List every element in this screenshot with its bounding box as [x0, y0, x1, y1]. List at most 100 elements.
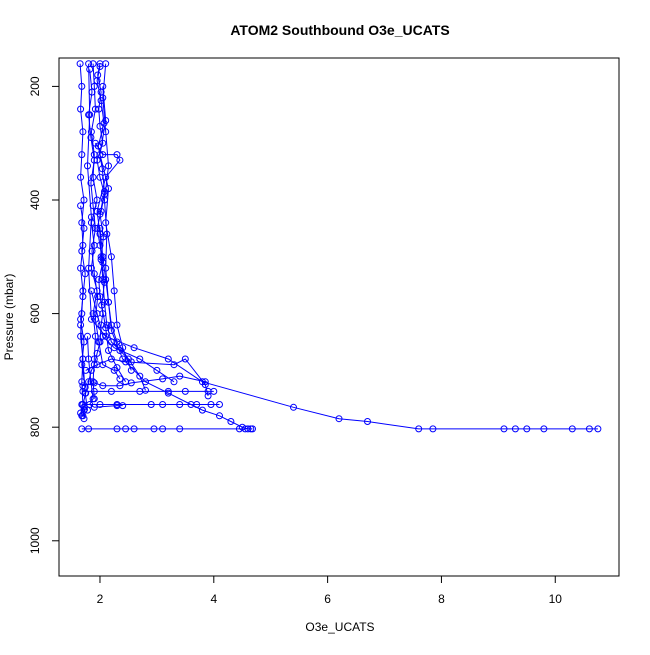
data-point-3-13: [198, 406, 206, 414]
y-tick-label-0: 200: [28, 76, 42, 96]
data-point-4-2: [84, 162, 91, 170]
data-point-13-3: [110, 344, 118, 352]
data-point-16-4: [90, 156, 98, 164]
y-tick-label-1: 400: [28, 190, 42, 210]
y-tick-label-3: 800: [28, 417, 42, 437]
data-point-1-2: [77, 105, 85, 113]
data-point-14-7: [113, 321, 121, 329]
data-point-9-7: [201, 378, 209, 386]
series-line-16: [88, 69, 121, 380]
data-point-11-3: [105, 298, 112, 306]
data-point-1-5: [77, 173, 85, 181]
data-point-9-5: [159, 375, 167, 383]
data-point-6-1: [90, 387, 98, 395]
data-point-17-7: [96, 210, 104, 218]
x-tick-label-2: 6: [324, 592, 331, 606]
data-point-17-6: [101, 188, 108, 195]
data-point-16-15: [116, 375, 124, 383]
x-tick-label-3: 8: [438, 592, 445, 606]
data-point-14-6: [110, 287, 118, 295]
data-point-19-2: [87, 378, 95, 386]
data-point-2-2: [91, 105, 99, 113]
plot-area: [76, 60, 602, 433]
data-point-6-7: [210, 387, 218, 395]
data-point-5-3: [122, 425, 130, 433]
data-point-5-5: [150, 425, 158, 433]
data-point-14-4: [102, 219, 110, 227]
data-point-7-3: [147, 401, 155, 408]
data-point-10-3: [116, 156, 124, 164]
data-point-17-0: [96, 63, 104, 70]
data-point-17-12: [102, 324, 110, 332]
data-point-17-5: [98, 165, 106, 173]
data-point-4-4: [85, 264, 93, 272]
data-point-3-14: [216, 412, 223, 420]
y-axis-label: Pressure (mbar): [2, 274, 16, 361]
data-point-5-2: [113, 425, 121, 433]
data-point-10-2: [113, 151, 121, 159]
x-tick-label-1: 4: [210, 592, 217, 606]
data-point-7-8: [216, 401, 223, 408]
y-axis: 200 400 600 800 1000: [28, 76, 59, 554]
data-point-15-1: [80, 224, 88, 232]
data-point-4-20: [585, 425, 593, 433]
data-point-16-10: [94, 293, 102, 301]
data-point-14-9: [127, 366, 135, 374]
data-point-4-19: [568, 425, 576, 433]
data-point-4-5: [87, 315, 95, 323]
series-line-11: [99, 228, 146, 391]
data-point-17-1: [93, 77, 101, 85]
data-point-16-8: [88, 247, 96, 255]
data-point-1-3: [79, 128, 87, 136]
data-point-13-4: [136, 355, 144, 363]
data-point-16-7: [91, 224, 99, 232]
plot-frame: [58, 57, 620, 577]
x-tick-label-0: 2: [97, 592, 104, 606]
data-point-13-6: [170, 378, 178, 386]
data-point-6-4: [164, 387, 172, 395]
series-line-2: [90, 63, 98, 399]
data-point-4-14: [429, 425, 437, 433]
data-point-13-2: [99, 332, 107, 340]
data-point-5-0: [78, 425, 86, 433]
series-line-18: [79, 324, 89, 417]
data-point-15-2: [78, 247, 86, 255]
data-point-11-7: [136, 372, 144, 380]
data-point-7-4: [159, 401, 167, 408]
data-point-7-6: [193, 401, 201, 408]
data-point-16-0: [86, 65, 94, 73]
data-point-4-16: [511, 425, 519, 433]
data-point-9-3: [116, 382, 124, 390]
data-point-4-12: [364, 418, 371, 425]
data-point-18-5: [77, 409, 85, 417]
y-tick-label-4: 1000: [28, 527, 42, 554]
data-point-5-4: [130, 425, 138, 433]
data-point-1-9: [77, 264, 85, 272]
data-point-4-11: [335, 415, 343, 423]
series-line-3: [102, 63, 249, 430]
data-point-19-1: [85, 355, 93, 363]
data-point-16-3: [87, 134, 95, 141]
data-point-19-3: [89, 395, 97, 403]
data-point-14-5: [107, 253, 115, 261]
data-point-1-0: [76, 60, 84, 68]
chart-title: ATOM2 Southbound O3e_UCATS: [230, 22, 449, 38]
series-line-8: [85, 358, 209, 397]
data-point-18-6: [80, 403, 88, 411]
series-line-17: [96, 66, 127, 383]
data-point-2-14: [89, 378, 97, 386]
data-point-15-3: [81, 270, 89, 278]
data-point-16-2: [85, 111, 93, 119]
data-point-15-6: [80, 338, 88, 346]
data-point-2-8: [90, 241, 98, 249]
data-point-7-7: [207, 401, 215, 408]
data-point-17-13: [105, 347, 112, 354]
data-point-16-13: [99, 361, 107, 369]
data-point-13-0: [87, 287, 95, 295]
data-point-17-11: [98, 301, 106, 309]
data-point-18-2: [81, 389, 89, 397]
data-point-8-7: [204, 392, 212, 400]
data-point-3-0: [102, 60, 110, 68]
